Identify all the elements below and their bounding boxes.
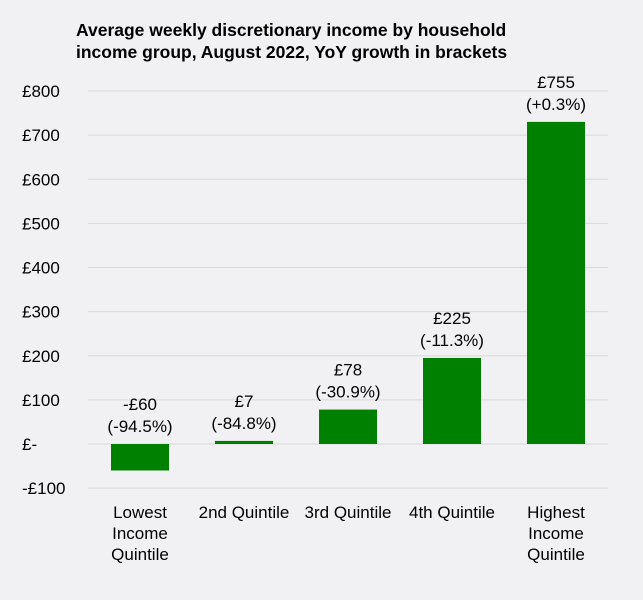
y-tick-label: £500: [22, 214, 60, 233]
y-tick-label: £700: [22, 126, 60, 145]
bar: [423, 357, 481, 444]
data-label-value: £78: [334, 361, 362, 380]
bar: [319, 409, 377, 444]
bars: [111, 121, 585, 471]
x-category-label: Income: [528, 524, 584, 543]
chart-title: Average weekly discretionary income by h…: [76, 20, 507, 62]
x-category-label: Quintile: [527, 545, 585, 564]
data-label-growth: (-94.5%): [107, 417, 172, 436]
x-category-label: Highest: [527, 503, 585, 522]
data-label-growth: (-84.8%): [211, 414, 276, 433]
y-tick-label: £800: [22, 82, 60, 101]
data-label-growth: (+0.3%): [526, 95, 586, 114]
y-tick-label: £300: [22, 303, 60, 322]
x-category-label: 4th Quintile: [409, 503, 495, 522]
data-label-growth: (-30.9%): [315, 383, 380, 402]
bar: [111, 444, 169, 471]
y-tick-label: -£100: [22, 479, 65, 498]
x-category-label: Lowest: [113, 503, 167, 522]
data-label-value: -£60: [123, 395, 157, 414]
bar: [215, 440, 273, 444]
y-tick-label: £600: [22, 170, 60, 189]
data-labels: -£60 (-94.5%) £7 (-84.8%) £78 (-30.9%) £225 (-1…: [107, 73, 586, 436]
x-category-label: 3rd Quintile: [305, 503, 392, 522]
bar: [527, 121, 585, 444]
x-category-label: Quintile: [111, 545, 169, 564]
y-tick-label: £400: [22, 259, 60, 278]
x-category-label: Income: [112, 524, 168, 543]
title-line: income group, August 2022, YoY growth in…: [76, 42, 507, 62]
data-label-growth: (-11.3%): [420, 331, 484, 350]
data-label-value: £7: [235, 392, 254, 411]
y-tick-label: £-: [22, 435, 37, 454]
y-tick-label: £100: [22, 391, 60, 410]
data-label-value: £225: [433, 309, 471, 328]
title-line: Average weekly discretionary income by h…: [76, 20, 506, 40]
x-category-label: 2nd Quintile: [199, 503, 290, 522]
data-label-value: £755: [537, 73, 575, 92]
y-axis: £800 £700 £600 £500 £400 £300 £200 £100 £- -£100: [22, 82, 65, 498]
y-tick-label: £200: [22, 347, 60, 366]
x-axis: Lowest Income Quintile 2nd Quintile 3rd Quin…: [111, 503, 585, 564]
